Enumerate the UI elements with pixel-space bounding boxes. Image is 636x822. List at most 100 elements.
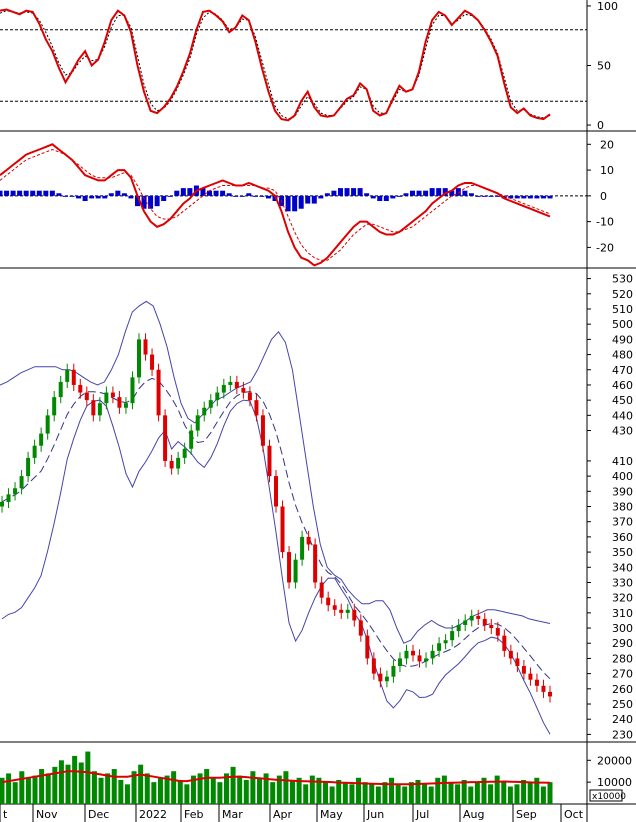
volume-bar: [521, 779, 527, 804]
candle-body: [489, 625, 494, 629]
macd-hist-bar: [298, 195, 304, 209]
macd-hist-bar: [0, 190, 3, 196]
macd-hist-bar: [121, 193, 127, 196]
macd-hist-bar: [272, 195, 278, 201]
volume-bar: [389, 777, 395, 804]
macd-hist-bar: [351, 188, 357, 196]
price-tick-label: 460: [612, 379, 633, 392]
candle-body: [345, 609, 350, 613]
macd-hist-bar: [324, 193, 330, 196]
macd-hist-bar: [128, 195, 134, 199]
x-tick-label: Jun: [366, 808, 384, 821]
candle-body: [39, 433, 44, 446]
candle-body: [195, 415, 200, 431]
macd-hist-bar: [396, 195, 402, 197]
candle-body: [71, 369, 76, 385]
macd-hist-bar: [43, 190, 49, 196]
macd-hist-bar: [331, 190, 337, 196]
volume-bar: [243, 779, 249, 804]
volume-bar: [415, 779, 421, 804]
price-tick-label: 530: [612, 273, 633, 286]
candle-body: [528, 673, 533, 680]
macd-hist-bar: [423, 190, 429, 196]
macd-hist-bar: [344, 188, 350, 196]
candle-body: [26, 457, 31, 477]
volume-bar: [422, 784, 428, 804]
macd-hist-bar: [148, 195, 154, 209]
volume-bar: [184, 784, 190, 804]
macd-hist-bar: [69, 195, 75, 197]
macd-hist-bar: [4, 190, 10, 196]
candle-body: [97, 403, 102, 416]
x-tick-label: Mar: [222, 808, 243, 821]
candle-body: [156, 369, 161, 416]
price-tick-label: 370: [612, 516, 633, 529]
candle-body: [424, 658, 429, 662]
macd-hist-bar: [95, 195, 101, 199]
macd-hist-bar: [174, 190, 180, 196]
x-tick-label: May: [320, 808, 343, 821]
stoch-d-line: [0, 10, 551, 120]
volume-bar: [85, 751, 91, 804]
price-tick-label: 340: [612, 561, 633, 574]
candle-body: [169, 460, 174, 469]
macd-hist-bar: [265, 195, 271, 199]
macd-hist-bar: [220, 190, 226, 196]
candle-body: [65, 369, 70, 382]
price-tick-label: 480: [612, 349, 633, 362]
price-tick-label: 230: [612, 728, 633, 741]
volume-bar: [283, 771, 289, 804]
macd-hist-bar: [305, 195, 311, 204]
volume-bar: [45, 773, 51, 804]
price-tick-label: 510: [612, 303, 633, 316]
volume-bar: [223, 773, 229, 804]
candle-body: [130, 377, 135, 404]
macd-tick-label: 0: [600, 190, 607, 203]
macd-hist-bar: [534, 195, 540, 199]
macd-hist-bar: [56, 193, 62, 196]
volume-bar: [428, 786, 434, 804]
candle-body: [319, 582, 324, 598]
volume-bar: [481, 777, 487, 804]
volume-bar: [217, 782, 223, 804]
candle-body: [91, 400, 96, 416]
candle-body: [332, 605, 337, 610]
stoch-tick-label: 0: [597, 119, 604, 132]
volume-bar: [91, 771, 97, 804]
macd-hist-bar: [141, 195, 147, 209]
candle-body: [117, 397, 122, 408]
macd-hist-bar: [357, 188, 363, 196]
macd-hist-bar: [200, 188, 206, 196]
candle-body: [32, 445, 37, 458]
candle-body: [306, 536, 311, 545]
candle-body: [495, 628, 500, 636]
x-tick-label: Apr: [273, 808, 293, 821]
bollinger-lower: [1, 399, 551, 735]
volume-bar: [171, 771, 177, 804]
volume-bar: [290, 779, 296, 804]
macd-hist-bar: [285, 195, 291, 212]
price-tick-label: 360: [612, 531, 633, 544]
macd-hist-bar: [449, 190, 455, 196]
macd-hist-bar: [403, 193, 409, 196]
volume-bar: [356, 777, 362, 804]
macd-hist-bar: [233, 195, 239, 197]
candle-body: [137, 339, 141, 378]
price-tick-label: 410: [612, 455, 633, 468]
candle-body: [13, 488, 18, 495]
volume-bar: [32, 775, 38, 804]
volume-bar: [263, 773, 269, 804]
volume-tick-label: 20000: [597, 754, 632, 767]
candle-body: [221, 384, 226, 393]
volume-bar: [349, 784, 355, 804]
macd-hist-bar: [102, 195, 108, 199]
macd-signal-line: [0, 148, 551, 261]
macd-hist-bar: [370, 195, 376, 199]
macd-hist-bar: [475, 195, 481, 197]
x-tick-label: Dec: [88, 808, 109, 821]
macd-hist-bar: [377, 195, 383, 201]
volume-bar: [309, 775, 315, 804]
macd-hist-bar: [115, 190, 121, 196]
candle-body: [241, 387, 246, 393]
volume-bar: [375, 786, 381, 804]
